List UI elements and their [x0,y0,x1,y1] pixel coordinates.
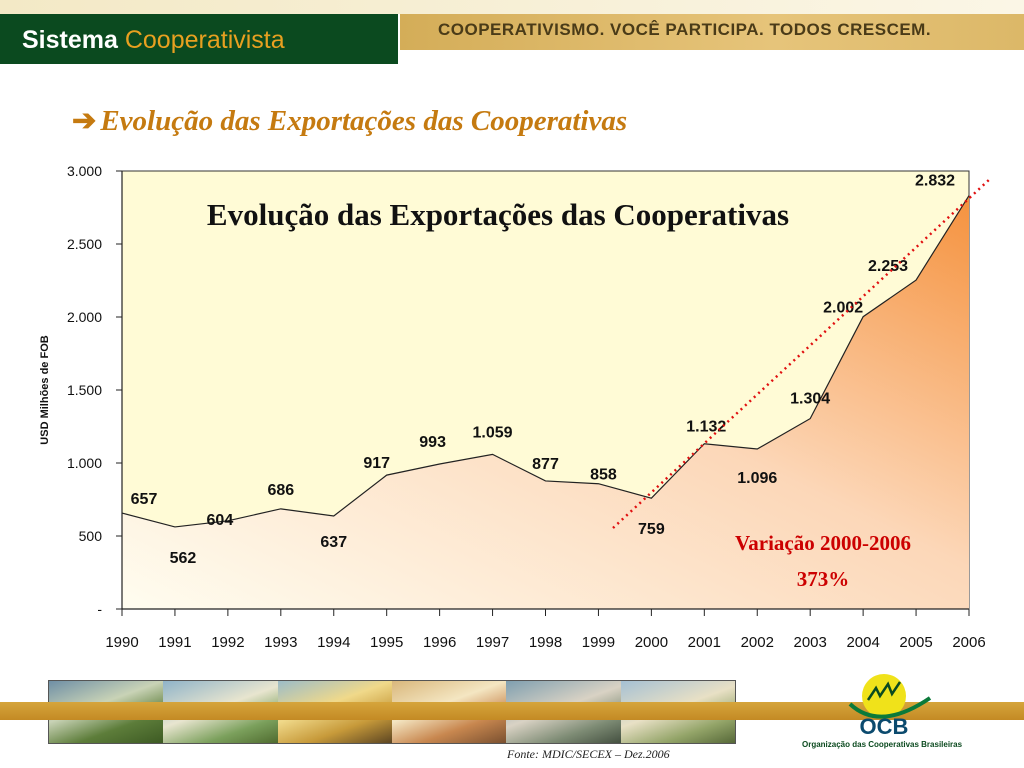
data-label: 1.096 [737,470,777,487]
x-tick-label: 1997 [476,634,509,651]
ocb-logo: OCB [848,674,932,739]
trend-line [612,177,992,529]
arrow-right-icon: ➔ [72,105,97,137]
x-tick-label: 2005 [899,634,932,651]
x-tick-label: 1999 [582,634,615,651]
data-label: 562 [170,550,197,567]
data-label: 1.304 [790,391,830,408]
y-tick-label: 1.500 [67,382,102,398]
y-axis-label: USD Milhões de FOB [39,335,51,444]
series-line [121,195,970,528]
slide-title-text: Evolução das Exportações das Cooperativa… [100,105,628,137]
x-tick-label: 1993 [264,634,297,651]
ocb-logo-circle [862,674,906,718]
data-label: 1.132 [686,419,726,436]
data-label: 1.059 [473,424,513,441]
brand-title: Sistema Cooperativista [22,26,285,55]
y-tick-label: 2.000 [67,309,102,325]
chart-title: Evolução das Exportações das Cooperativa… [207,197,789,232]
data-label: 759 [638,521,665,538]
x-tick-label: 1991 [158,634,191,651]
data-label: 2.832 [915,173,955,190]
y-tick-label: 3.000 [67,163,102,179]
slogan-band [400,14,1024,50]
y-tick-label: 2.500 [67,236,102,252]
y-tick-label: 500 [79,528,103,544]
source-note: Fonte: MDIC/SECEX – Dez.2006 [507,747,670,761]
annotation-value: 373% [797,567,850,591]
x-tick-label: 1998 [529,634,562,651]
brand-bold: Sistema [22,26,118,54]
bottom-decor-band [0,702,1024,720]
annotation-label: Variação 2000-2006 [735,531,911,555]
x-tick-label: 2006 [952,634,985,651]
data-label: 637 [320,534,347,551]
x-tick-label: 2004 [846,634,879,651]
x-tick-label: 2002 [741,634,774,651]
data-label: 917 [363,455,390,472]
slide-title: ➔ Evolução das Exportações das Cooperativ… [72,103,627,138]
ocb-logo-swoosh [848,696,932,719]
data-label: 604 [207,512,234,529]
x-tick-label: 1992 [211,634,244,651]
x-tick-label: 1995 [370,634,403,651]
data-label: 2.253 [868,258,908,275]
export-area-chart: - 500 1.000 1.500 2.000 2.500 3.000 1990 1991 199… [39,163,992,651]
data-label: 657 [131,491,158,508]
x-tick-label: 2000 [635,634,668,651]
ocb-logo-peaks [866,681,902,701]
x-tick-label: 1990 [105,634,138,651]
data-label: 858 [590,467,617,484]
y-tick-label: 1.000 [67,455,102,471]
area-fill [122,195,969,609]
slogan: COOPERATIVISMO. VOCÊ PARTICIPA. TODOS CR… [438,20,932,39]
x-tick-label: 1994 [317,634,350,651]
top-decor-band [0,0,1024,14]
brand-light: Cooperativista [124,26,285,54]
ocb-subtitle: Organização das Cooperativas Brasileiras [802,740,963,749]
x-tick-label: 2003 [794,634,827,651]
brand-box [0,14,398,64]
y-tick-label: - [97,601,102,617]
data-label: 2.002 [823,300,863,317]
ocb-logo-text: OCB [860,714,909,739]
x-tick-label: 2001 [688,634,721,651]
data-label: 686 [267,482,294,499]
data-label: 993 [419,434,446,451]
data-label: 877 [532,456,559,473]
x-tick-label: 1996 [423,634,456,651]
